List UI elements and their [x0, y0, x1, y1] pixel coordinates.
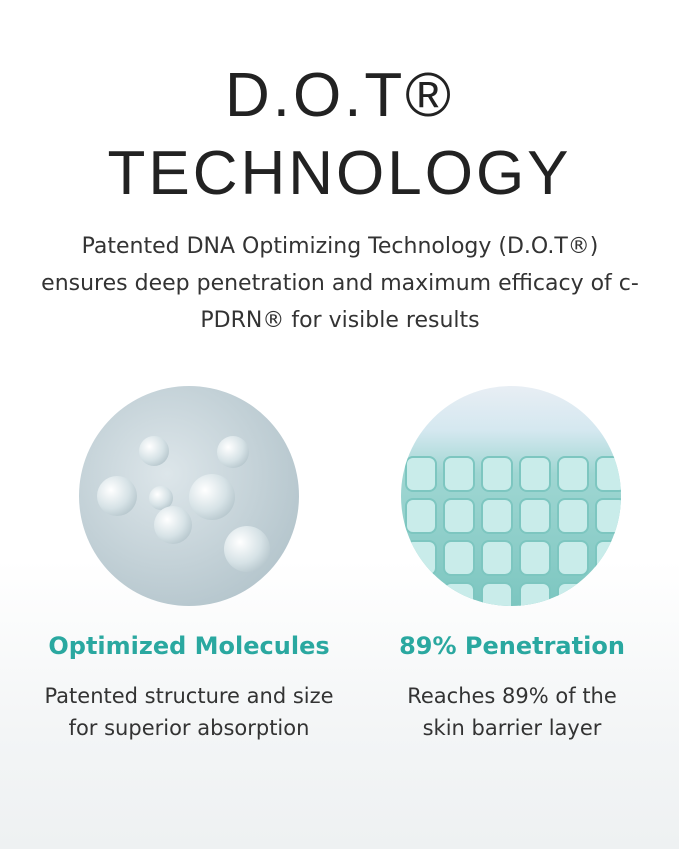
grid-cell: [595, 540, 621, 576]
grid-cell: [595, 582, 621, 606]
grid-cell: [405, 456, 437, 492]
feature-text-penetration: Reaches 89% of the skin barrier layer: [407, 684, 617, 740]
feature-heading-penetration: 89% Penetration: [399, 632, 625, 660]
skin-barrier-image: [401, 386, 621, 606]
grid-cell: [443, 498, 475, 534]
title-line-1: D.O.T®: [224, 61, 454, 130]
grid-cell: [405, 540, 437, 576]
grid-cell: [481, 540, 513, 576]
description: Patented DNA Optimizing Technology (D.O.…: [41, 234, 639, 333]
grid-cell: [443, 456, 475, 492]
grid-cell: [557, 582, 589, 606]
grid-cell: [595, 456, 621, 492]
grid-cell: [481, 456, 513, 492]
grid-cell: [519, 540, 551, 576]
lab-glassware-background: [0, 560, 679, 849]
grid-cell: [481, 582, 513, 606]
grid-cell: [557, 498, 589, 534]
grid-cell: [443, 582, 475, 606]
grid-cell: [443, 540, 475, 576]
title-line-2: TECHNOLOGY: [107, 139, 572, 208]
grid-cell: [519, 456, 551, 492]
grid-cell: [405, 582, 437, 606]
grid-cell: [557, 540, 589, 576]
grid-cell: [595, 498, 621, 534]
grid-cell: [405, 498, 437, 534]
grid-cell: [519, 498, 551, 534]
molecule-image: [79, 386, 299, 606]
feature-text-molecules: Patented structure and size for superior…: [44, 684, 334, 740]
feature-heading-molecules: Optimized Molecules: [48, 632, 330, 660]
grid-cell: [557, 456, 589, 492]
grid-cell: [519, 582, 551, 606]
grid-cell: [481, 498, 513, 534]
